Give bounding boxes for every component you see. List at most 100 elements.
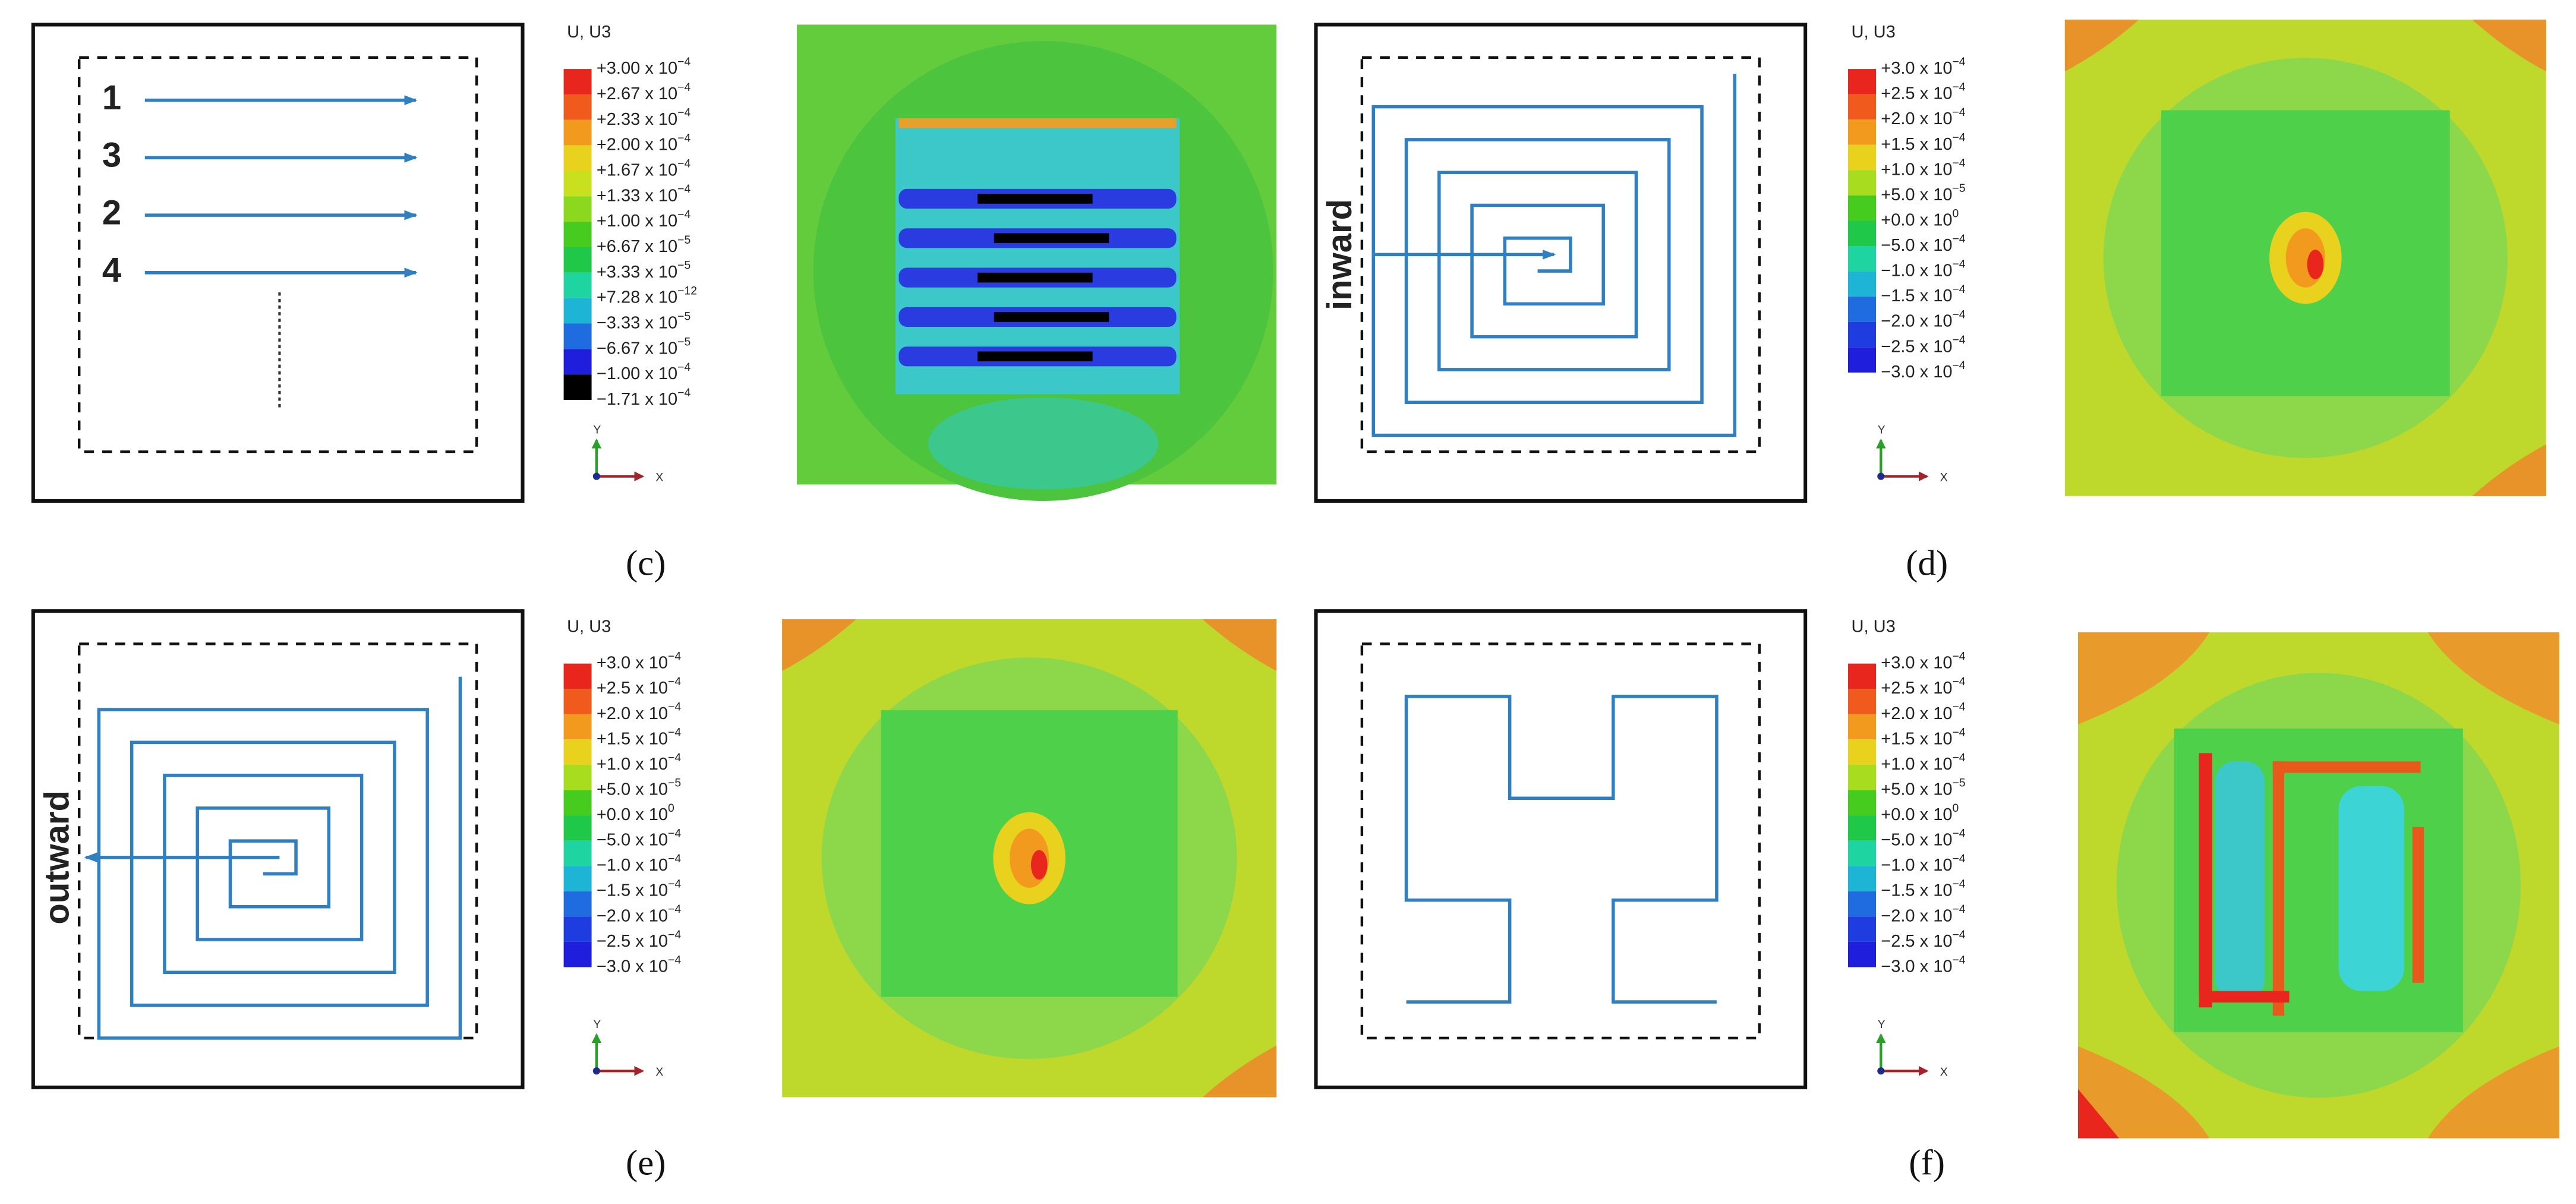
legend-swatch [1848, 69, 1877, 94]
legend-exponent: −4 [668, 827, 681, 840]
legend-exponent: −5 [668, 777, 681, 790]
legend-title: U, U3 [1852, 617, 1896, 636]
legend-mantissa: −5.0 x 10 [1881, 830, 1952, 849]
contour-region [2427, 632, 2559, 724]
legend-mantissa: −5.0 x 10 [1881, 236, 1952, 255]
legend-label: +2.5 x 10−4 [1881, 675, 1965, 698]
legend-mantissa: −2.5 x 10 [1881, 932, 1952, 951]
legend-swatch [1848, 891, 1877, 917]
axis-y-label: Y [593, 1018, 601, 1031]
legend-mantissa: −5.0 x 10 [597, 830, 668, 849]
legend-label: −2.0 x 10−4 [1881, 903, 1965, 925]
legend-exponent: −4 [668, 953, 681, 966]
legend-swatch [563, 916, 592, 942]
legend-mantissa: +1.5 x 10 [1881, 729, 1952, 748]
axis-x-label: X [655, 471, 663, 484]
path-label: 4 [102, 251, 121, 289]
part-outline [77, 56, 478, 453]
legend-exponent: −4 [1952, 131, 1965, 144]
legend-exponent: −4 [1952, 852, 1965, 865]
legend-swatch [563, 196, 592, 222]
legend-exponent: −4 [1952, 675, 1965, 688]
scan-box [1314, 609, 1808, 1089]
legend-mantissa: −1.5 x 10 [1881, 881, 1952, 900]
part-outline [1360, 56, 1761, 453]
legend-label: +2.0 x 10−4 [597, 701, 681, 723]
legend-swatch [1848, 815, 1877, 841]
legend-mantissa: +3.33 x 10 [597, 262, 677, 281]
legend-label: −5.0 x 10−4 [1881, 827, 1965, 850]
legend-label: +3.33 x 10−5 [597, 259, 690, 282]
legend-label: +1.0 x 10−4 [1881, 751, 1965, 774]
legend-mantissa: +2.0 x 10 [1881, 704, 1952, 723]
legend-label: +1.5 x 10−4 [1881, 131, 1965, 154]
legend-swatch [1848, 714, 1877, 740]
contour-region [994, 233, 1109, 244]
legend-swatch [563, 247, 592, 273]
legend-swatch [1848, 297, 1877, 322]
legend-label: −3.33 x 10−5 [597, 310, 690, 333]
legend-swatch [563, 272, 592, 298]
legend-exponent: −4 [1952, 283, 1965, 296]
legend-mantissa: −3.33 x 10 [597, 313, 677, 332]
legend-label: +0.0 x 100 [597, 802, 674, 824]
legend-swatch [1848, 246, 1877, 272]
axis-origin [592, 472, 600, 480]
legend-exponent: −4 [677, 55, 690, 68]
legend-exponent: −5 [677, 310, 690, 323]
panel-label: (f) [1909, 1143, 1945, 1183]
legend-mantissa: +1.0 x 10 [597, 755, 668, 774]
scan-spiral [97, 676, 462, 1040]
legend-swatch [563, 941, 592, 967]
contour-region [898, 118, 1177, 128]
legend-swatch [563, 689, 592, 714]
legend-mantissa: −1.0 x 10 [1881, 856, 1952, 875]
legend-label: +1.33 x 10−4 [597, 182, 691, 205]
legend-swatch [563, 891, 592, 917]
legend-mantissa: +1.67 x 10 [597, 160, 677, 179]
contour-region [978, 272, 1093, 283]
legend-swatch [563, 663, 592, 689]
legend-mantissa: +1.5 x 10 [1881, 134, 1952, 153]
legend-mantissa: −1.5 x 10 [1881, 286, 1952, 305]
legend-exponent: −5 [1952, 182, 1965, 195]
legend-swatch [1848, 94, 1877, 120]
panel-label: (c) [626, 544, 666, 584]
legend-exponent: −4 [1952, 359, 1965, 372]
contour-region [782, 619, 856, 672]
path-label: 3 [102, 136, 121, 175]
scan-box [31, 23, 525, 503]
legend-exponent: −4 [1952, 903, 1965, 916]
legend-mantissa: +0.0 x 10 [597, 805, 668, 824]
legend-exponent: −4 [668, 852, 681, 865]
legend-mantissa: −2.0 x 10 [1881, 906, 1952, 925]
legend-mantissa: +2.33 x 10 [597, 109, 677, 128]
contour-region [2472, 20, 2546, 72]
panel-label: (d) [1906, 544, 1948, 584]
legend-mantissa: −3.0 x 10 [1881, 957, 1952, 976]
legend-mantissa: +2.0 x 10 [1881, 109, 1952, 128]
legend-label: −3.0 x 10−4 [1881, 953, 1965, 976]
axis-x-label: X [1940, 1066, 1948, 1079]
legend-exponent: −4 [1952, 650, 1965, 663]
path-label: 2 [102, 193, 121, 232]
legend-mantissa: +2.0 x 10 [597, 704, 668, 723]
legend-label: +2.00 x 10−4 [597, 132, 691, 155]
contour-region [1202, 1045, 1277, 1098]
legend-title: U, U3 [567, 617, 611, 636]
legend-mantissa: −3.0 x 10 [597, 957, 668, 976]
path-label: outward [37, 790, 76, 925]
scan-box [31, 609, 525, 1089]
legend-mantissa: +5.0 x 10 [597, 780, 668, 799]
legend-mantissa: +3.0 x 10 [597, 653, 668, 672]
legend-exponent: −4 [668, 675, 681, 688]
contour-region [2412, 827, 2424, 983]
contour-region [2472, 444, 2546, 496]
legend-exponent: −4 [677, 386, 690, 399]
legend-swatch [563, 815, 592, 841]
legend-mantissa: +0.0 x 10 [1881, 210, 1952, 229]
legend-swatch [563, 739, 592, 765]
legend-exponent: −4 [677, 106, 690, 119]
legend-label: +1.0 x 10−4 [597, 751, 681, 774]
